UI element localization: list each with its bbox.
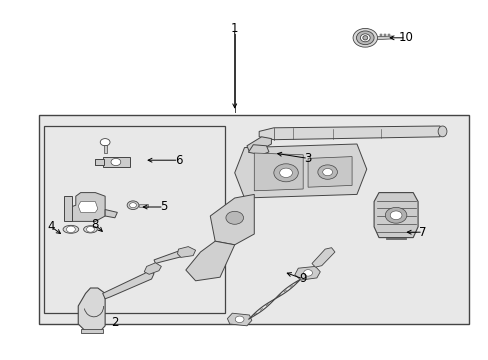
Polygon shape <box>81 329 102 333</box>
Polygon shape <box>102 271 154 299</box>
Ellipse shape <box>356 31 373 45</box>
Text: 5: 5 <box>160 201 167 213</box>
Polygon shape <box>78 288 105 331</box>
Bar <box>39 115 468 324</box>
Text: 7: 7 <box>418 226 426 239</box>
Polygon shape <box>185 241 234 281</box>
Text: 2: 2 <box>111 316 119 329</box>
Circle shape <box>127 201 139 210</box>
Circle shape <box>385 207 406 223</box>
Polygon shape <box>383 34 385 36</box>
Circle shape <box>225 211 243 224</box>
Circle shape <box>235 316 244 323</box>
Polygon shape <box>234 144 366 198</box>
Polygon shape <box>144 263 161 274</box>
Polygon shape <box>63 196 72 221</box>
Polygon shape <box>259 126 439 140</box>
Polygon shape <box>294 266 320 280</box>
Polygon shape <box>78 202 98 212</box>
Polygon shape <box>248 145 268 155</box>
Ellipse shape <box>360 34 369 42</box>
Polygon shape <box>373 193 417 238</box>
Polygon shape <box>102 157 129 167</box>
Polygon shape <box>210 194 254 245</box>
Circle shape <box>279 168 292 177</box>
Polygon shape <box>246 137 271 152</box>
Polygon shape <box>311 248 334 267</box>
Bar <box>139 204 147 207</box>
Polygon shape <box>227 313 251 326</box>
Ellipse shape <box>362 36 367 40</box>
Polygon shape <box>154 250 186 264</box>
Polygon shape <box>71 193 105 221</box>
Text: 4: 4 <box>47 220 55 233</box>
Bar <box>103 145 106 153</box>
Circle shape <box>389 211 401 220</box>
Ellipse shape <box>83 226 97 233</box>
Text: 8: 8 <box>91 219 99 231</box>
Polygon shape <box>105 210 117 218</box>
Ellipse shape <box>437 126 446 137</box>
Circle shape <box>111 158 121 166</box>
Text: 1: 1 <box>230 22 238 35</box>
Circle shape <box>303 270 312 276</box>
Text: 10: 10 <box>398 31 412 44</box>
Polygon shape <box>387 34 389 36</box>
Ellipse shape <box>63 225 79 233</box>
Circle shape <box>129 203 136 208</box>
Circle shape <box>317 165 337 179</box>
Text: 3: 3 <box>304 152 311 165</box>
Circle shape <box>66 226 75 233</box>
Polygon shape <box>379 34 381 36</box>
Text: 9: 9 <box>299 273 306 285</box>
Circle shape <box>100 139 110 146</box>
Bar <box>44 126 224 313</box>
Circle shape <box>86 226 94 232</box>
Polygon shape <box>177 247 195 257</box>
Polygon shape <box>254 153 303 191</box>
Polygon shape <box>307 157 351 187</box>
Ellipse shape <box>352 28 377 47</box>
Text: 6: 6 <box>174 154 182 167</box>
Circle shape <box>322 168 332 176</box>
Polygon shape <box>377 36 392 40</box>
Polygon shape <box>386 238 405 239</box>
Polygon shape <box>95 159 103 165</box>
Circle shape <box>273 164 298 182</box>
